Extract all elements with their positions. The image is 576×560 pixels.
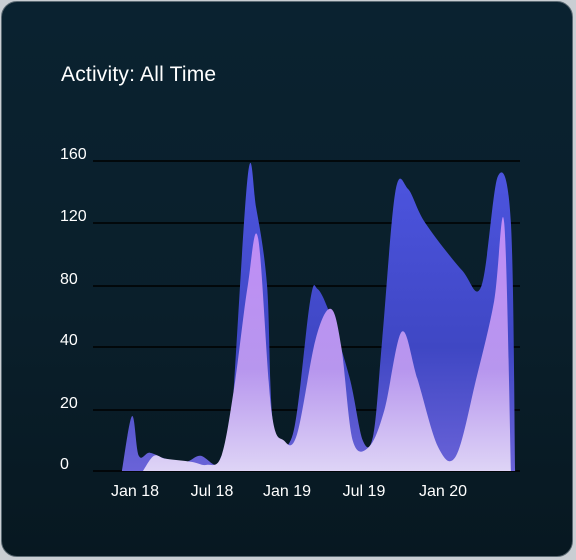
y-tick-label: 0 [60, 456, 69, 473]
x-tick-label: Jan 20 [419, 483, 467, 500]
y-tick-label: 120 [60, 208, 87, 225]
chart-title: Activity: All Time [61, 63, 217, 86]
x-tick-label: Jul 19 [343, 483, 386, 500]
y-tick-label: 80 [60, 271, 78, 288]
x-tick-label: Jan 18 [111, 483, 159, 500]
series-area-front [143, 217, 511, 471]
axis-labels: 0 20 40 80 120 160 Jan 18 Jul 18 Jan 19 Jul 19 Jan… [60, 146, 467, 500]
series-areas [121, 162, 516, 471]
y-tick-label: 20 [60, 395, 78, 412]
x-tick-label: Jul 18 [191, 483, 234, 500]
y-tick-label: 160 [60, 146, 87, 163]
x-tick-label: Jan 19 [263, 483, 311, 500]
y-tick-label: 40 [60, 332, 78, 349]
